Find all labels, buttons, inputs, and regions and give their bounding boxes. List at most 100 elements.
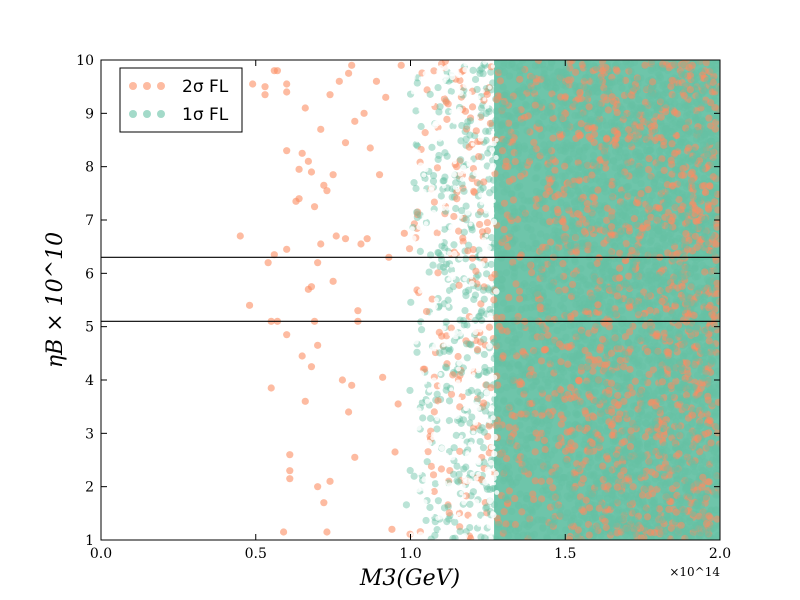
point-1sigma: [667, 127, 675, 135]
point-2sigma: [616, 410, 624, 418]
point-2sigma: [536, 303, 544, 311]
point-2sigma: [709, 173, 717, 181]
point-1sigma: [557, 198, 565, 207]
point-1sigma: [450, 444, 458, 452]
point-1sigma: [628, 100, 636, 108]
point-1sigma: [649, 285, 657, 293]
point-1sigma: [671, 92, 679, 100]
point-2sigma: [625, 67, 633, 75]
point-1sigma: [714, 461, 720, 470]
point-1sigma: [643, 298, 651, 306]
point-1sigma: [577, 273, 585, 281]
point-2sigma: [614, 391, 622, 400]
point-1sigma: [453, 477, 461, 485]
point-1sigma: [550, 395, 558, 403]
point-1sigma: [712, 520, 720, 529]
point-1sigma: [711, 410, 719, 418]
point-1sigma: [584, 215, 592, 223]
point-1sigma: [686, 455, 694, 463]
point-1sigma: [629, 236, 637, 244]
point-1sigma: [650, 499, 658, 507]
point-1sigma: [716, 455, 720, 464]
point-1sigma: [497, 281, 505, 290]
point-1sigma: [505, 362, 513, 370]
point-2sigma: [704, 392, 712, 400]
point-1sigma: [684, 423, 692, 432]
point-2sigma: [711, 125, 719, 133]
point-1sigma: [702, 493, 710, 501]
point-1sigma: [496, 128, 505, 136]
point-1sigma: [516, 399, 524, 407]
point-1sigma: [642, 111, 650, 119]
point-2sigma: [468, 103, 477, 111]
point-1sigma: [536, 405, 545, 413]
point-1sigma: [711, 296, 720, 304]
point-1sigma: [673, 475, 681, 483]
point-1sigma: [578, 304, 586, 312]
point-1sigma: [632, 360, 640, 368]
point-1sigma: [530, 381, 538, 390]
point-1sigma: [644, 356, 652, 364]
point-2sigma: [608, 223, 616, 231]
point-1sigma: [685, 489, 693, 497]
point-1sigma: [513, 339, 521, 347]
point-2sigma: [657, 113, 665, 121]
point-1sigma: [498, 107, 506, 115]
point-1sigma: [700, 359, 708, 367]
point-1sigma: [444, 503, 452, 511]
point-1sigma: [426, 414, 435, 422]
point-1sigma: [678, 236, 686, 244]
point-2sigma: [531, 101, 539, 109]
point-1sigma: [503, 321, 511, 329]
point-2sigma: [580, 507, 588, 516]
point-1sigma: [500, 188, 508, 196]
point-2sigma: [688, 247, 697, 255]
point-2sigma: [444, 100, 452, 108]
point-1sigma: [529, 233, 537, 241]
point-2sigma: [424, 448, 432, 456]
point-1sigma: [543, 74, 551, 82]
point-2sigma: [549, 134, 557, 142]
point-2sigma: [505, 293, 513, 302]
point-2sigma: [627, 427, 635, 435]
point-1sigma: [459, 416, 468, 424]
point-2sigma: [517, 172, 525, 180]
point-1sigma: [522, 441, 530, 449]
point-1sigma: [438, 242, 446, 250]
point-1sigma: [419, 414, 427, 422]
point-2sigma: [500, 508, 508, 516]
point-1sigma: [693, 523, 701, 531]
point-1sigma: [674, 85, 682, 94]
point-1sigma: [605, 79, 613, 87]
point-2sigma: [422, 307, 431, 316]
point-1sigma: [615, 506, 623, 514]
point-1sigma: [543, 460, 551, 469]
point-1sigma: [535, 284, 544, 292]
point-2sigma: [570, 393, 579, 401]
point-2sigma: [684, 118, 693, 126]
point-1sigma: [462, 288, 470, 296]
point-1sigma: [592, 397, 600, 405]
point-1sigma: [653, 348, 661, 356]
point-1sigma: [547, 451, 555, 459]
point-2sigma: [556, 73, 564, 81]
point-1sigma: [637, 271, 645, 279]
point-1sigma: [556, 363, 564, 371]
point-1sigma: [466, 419, 474, 427]
point-2sigma: [515, 287, 524, 295]
point-1sigma: [582, 167, 590, 176]
point-1sigma: [669, 456, 678, 465]
point-1sigma: [499, 477, 508, 485]
point-1sigma: [592, 64, 601, 72]
point-1sigma: [539, 252, 547, 260]
point-1sigma: [553, 326, 561, 335]
point-1sigma: [613, 221, 621, 229]
point-1sigma: [708, 213, 716, 221]
point-1sigma: [695, 95, 703, 103]
point-1sigma: [634, 461, 643, 469]
point-1sigma: [655, 91, 663, 99]
point-2sigma: [711, 198, 719, 206]
point-1sigma: [631, 150, 639, 159]
point-1sigma: [572, 409, 580, 417]
point-1sigma: [678, 444, 686, 452]
